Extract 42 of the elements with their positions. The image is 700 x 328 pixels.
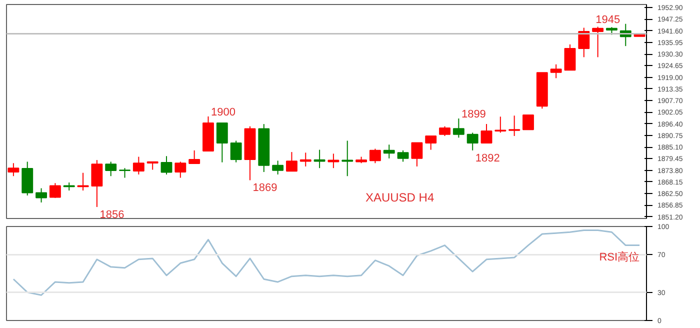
candlestick — [49, 182, 61, 198]
text: 1892 — [475, 152, 500, 164]
candlestick — [132, 156, 144, 175]
candlestick — [425, 135, 437, 150]
candlestick — [91, 160, 103, 208]
candlestick — [286, 152, 298, 172]
candlestick — [383, 144, 395, 159]
candlestick — [105, 161, 117, 177]
text: 1900 — [211, 106, 236, 118]
candlestick — [439, 126, 450, 136]
candlestick — [550, 64, 562, 79]
candlestick — [119, 168, 130, 178]
candlestick — [508, 115, 520, 136]
candlestick — [411, 142, 423, 167]
text: 1869 — [252, 182, 278, 194]
candlestick — [160, 156, 172, 175]
candlestick — [36, 188, 47, 203]
candlestick — [397, 150, 409, 162]
candlestick — [314, 149, 326, 169]
line-series — [12, 230, 640, 296]
annotation: XAUUSD H4 — [365, 190, 434, 204]
candlestick — [300, 152, 312, 167]
annotation: RSI高位 — [599, 250, 640, 264]
candlestick — [452, 118, 464, 138]
candlestick — [8, 162, 20, 177]
candlestick — [494, 116, 506, 134]
candlestick — [369, 148, 381, 164]
candlestick — [522, 114, 534, 130]
text: 1945 — [596, 14, 620, 26]
text: 1856 — [100, 208, 124, 221]
candlestick — [188, 150, 200, 164]
candlestick — [216, 122, 228, 163]
candlestick — [592, 26, 604, 58]
candlestick — [342, 140, 354, 177]
candlestick — [174, 161, 186, 178]
text: 1899 — [461, 108, 486, 120]
candlestick — [578, 27, 590, 58]
candlestick — [272, 160, 284, 175]
candlestick — [230, 140, 242, 163]
candlestick — [564, 44, 576, 71]
candlestick — [466, 132, 478, 151]
candlestick — [480, 124, 492, 144]
